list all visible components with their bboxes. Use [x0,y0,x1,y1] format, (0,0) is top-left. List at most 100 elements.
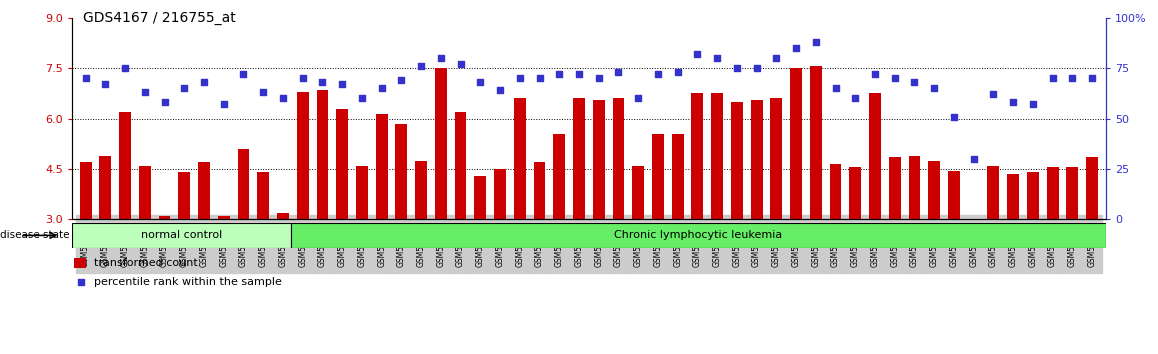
Point [984,92,1003,97]
Bar [1027,172,1039,219]
Bar [494,169,506,219]
Bar [257,172,269,219]
Bar [375,114,388,219]
Point [786,45,805,51]
Point [1083,75,1101,81]
Bar [829,164,842,219]
Bar [159,216,170,219]
Bar [1067,167,1078,219]
Bar [929,161,940,219]
Bar [868,93,881,219]
Bar [632,166,644,219]
Bar [178,172,190,219]
Point [1043,75,1062,81]
Bar [296,92,309,219]
Point [72,279,90,285]
Point [827,85,845,91]
Point [373,85,391,91]
Point [273,96,292,101]
Point [550,72,569,77]
Point [393,78,411,83]
Point [116,65,134,71]
Point [708,55,726,61]
Bar [80,162,91,219]
Bar [514,98,526,219]
Point [1004,99,1023,105]
Bar [691,93,703,219]
Point [530,75,549,81]
Point [965,156,983,162]
Point [570,72,588,77]
Point [727,65,746,71]
Bar [455,112,467,219]
Point [471,79,490,85]
Bar [809,67,822,219]
Bar [395,124,408,219]
Bar [1007,174,1019,219]
Point [688,51,706,57]
Point [432,55,450,61]
Point [886,75,904,81]
Point [767,55,785,61]
Bar [534,162,545,219]
Bar [613,98,624,219]
Bar [336,109,349,219]
Point [945,114,963,119]
Point [452,61,470,67]
Text: normal control: normal control [140,230,222,240]
Point [412,63,431,69]
Point [96,81,115,87]
Point [925,85,944,91]
Bar [139,166,151,219]
Bar [72,223,291,248]
Point [313,79,331,85]
Bar [475,176,486,219]
Bar [74,258,86,268]
Bar [750,100,762,219]
Bar [277,213,288,219]
Bar [554,134,565,219]
Point [846,96,865,101]
Point [175,85,193,91]
Bar [198,162,210,219]
Point [1024,102,1042,107]
Bar [291,223,1106,248]
Bar [316,90,329,219]
Point [668,69,687,75]
Point [648,72,667,77]
Bar [356,166,368,219]
Bar [593,100,604,219]
Bar [672,134,683,219]
Point [589,75,608,81]
Point [491,87,510,93]
Bar [711,93,723,219]
Text: disease state: disease state [0,230,69,240]
Point [195,79,213,85]
Bar [237,149,249,219]
Bar [731,102,742,219]
Bar [948,171,960,219]
Point [806,39,824,45]
Point [293,75,312,81]
Point [511,75,529,81]
Point [906,79,924,85]
Bar [770,98,783,219]
Point [747,65,765,71]
Bar [988,166,999,219]
Bar [218,216,229,219]
Bar [849,167,862,219]
Bar [100,156,111,219]
Point [135,90,154,95]
Text: percentile rank within the sample: percentile rank within the sample [94,277,281,287]
Text: transformed count: transformed count [94,258,198,268]
Point [155,99,174,105]
Point [76,75,95,81]
Text: Chronic lymphocytic leukemia: Chronic lymphocytic leukemia [614,230,783,240]
Bar [573,98,585,219]
Bar [435,68,447,219]
Point [254,90,272,95]
Text: GDS4167 / 216755_at: GDS4167 / 216755_at [83,11,236,25]
Bar [416,161,427,219]
Bar [1047,167,1058,219]
Bar [119,112,131,219]
